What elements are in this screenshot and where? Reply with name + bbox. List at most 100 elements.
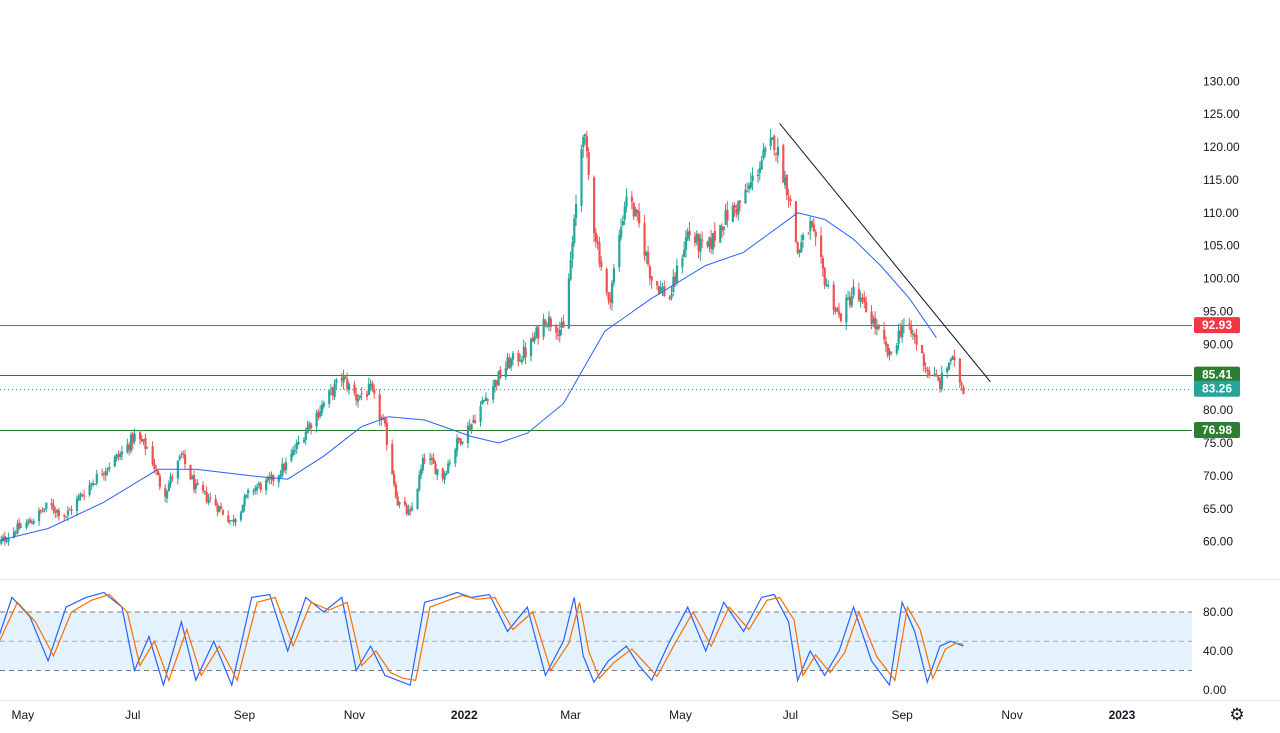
candle-body (776, 146, 779, 156)
oscillator-d-line (0, 593, 964, 683)
candle-body (827, 285, 830, 287)
price-level-badge-label: 83.26 (1202, 382, 1232, 396)
candle-body (385, 422, 388, 445)
settings-gear-icon[interactable]: ⚙ (1229, 705, 1245, 724)
candle-body (365, 393, 369, 397)
candle-body (65, 516, 68, 518)
candle-body (825, 284, 828, 287)
candle-body (546, 325, 549, 327)
price-tick-label: 60.00 (1203, 535, 1233, 549)
date-tick-label: May (669, 708, 692, 722)
candle-body (140, 438, 143, 442)
price-tick-label: 120.00 (1203, 140, 1240, 154)
candle-body (355, 394, 358, 401)
candle-body (194, 483, 198, 489)
candle-body (229, 520, 232, 522)
candle-body (910, 324, 913, 334)
candle-body (542, 318, 545, 337)
candle-body (38, 510, 41, 522)
candle-body (308, 423, 311, 429)
candle-body (920, 345, 924, 354)
candle-body (625, 196, 628, 207)
candle-body (933, 373, 936, 377)
candle-body (724, 209, 727, 225)
price-level-badge-label: 85.41 (1202, 368, 1232, 382)
candle-body (632, 202, 635, 217)
candle-body (193, 475, 196, 490)
candle-body (360, 393, 363, 395)
candle-body (205, 492, 208, 502)
candle-body (701, 239, 704, 241)
candle-body (93, 484, 97, 486)
candle-body (220, 506, 223, 510)
candle-body (888, 350, 891, 355)
candle-body (277, 475, 280, 483)
candle-body (962, 386, 965, 394)
candle-body (946, 367, 949, 373)
candle-body (409, 508, 412, 512)
candle-body (760, 160, 763, 170)
candle-body (234, 519, 237, 523)
price-level-badge (1194, 422, 1240, 439)
date-tick-label: Sep (891, 708, 913, 722)
candle-body (796, 242, 799, 253)
candle-body (117, 454, 120, 457)
candle-body (128, 444, 131, 450)
candle-body (747, 185, 751, 189)
candle-body (567, 278, 570, 329)
candle-body (845, 297, 848, 323)
candle-body (875, 325, 879, 330)
candle-body (256, 486, 259, 490)
candle-body (266, 477, 270, 481)
candle-body (129, 434, 133, 452)
candle-body (331, 387, 334, 396)
candle-body (811, 221, 814, 227)
candle-body (895, 345, 898, 354)
candle-body (495, 380, 498, 385)
candle-body (443, 473, 446, 480)
candle-body (531, 338, 534, 342)
candle-body (508, 357, 511, 369)
candle-body (178, 456, 181, 460)
candle-body (257, 483, 261, 486)
candle-body (50, 502, 53, 506)
candle-body (41, 510, 44, 512)
candle-body (259, 483, 262, 491)
candle-body (630, 196, 634, 202)
candle-body (447, 463, 450, 473)
candle-body (120, 451, 124, 455)
candle-body (699, 238, 702, 253)
candle-body (319, 411, 322, 417)
candle-body (497, 371, 500, 386)
candle-body (620, 227, 623, 238)
candle-body (612, 268, 616, 283)
candle-body (126, 444, 129, 453)
candle-body (383, 419, 387, 424)
candle-body (472, 419, 475, 423)
candle-body (537, 326, 540, 339)
candle-body (650, 276, 653, 281)
candle-body (582, 137, 585, 148)
candle-body (857, 288, 861, 300)
candle-body (529, 339, 533, 357)
candle-body (519, 360, 522, 362)
candle-body (544, 320, 547, 326)
candle-body (533, 336, 536, 341)
trendline[interactable] (779, 123, 991, 383)
candle-body (697, 234, 700, 251)
candle-body (731, 205, 734, 222)
candle-body (421, 458, 425, 470)
candle-body (958, 358, 961, 383)
candle-body (322, 402, 325, 407)
candle-body (115, 454, 118, 459)
candle-body (227, 515, 230, 523)
price-tick-label: 110.00 (1203, 206, 1239, 220)
candle-body (265, 480, 268, 491)
candle-body (358, 395, 361, 398)
oscillator-tick-label: 40.00 (1203, 644, 1233, 658)
candle-body (138, 432, 142, 440)
candle-body (773, 135, 776, 151)
candle-body (668, 297, 671, 299)
